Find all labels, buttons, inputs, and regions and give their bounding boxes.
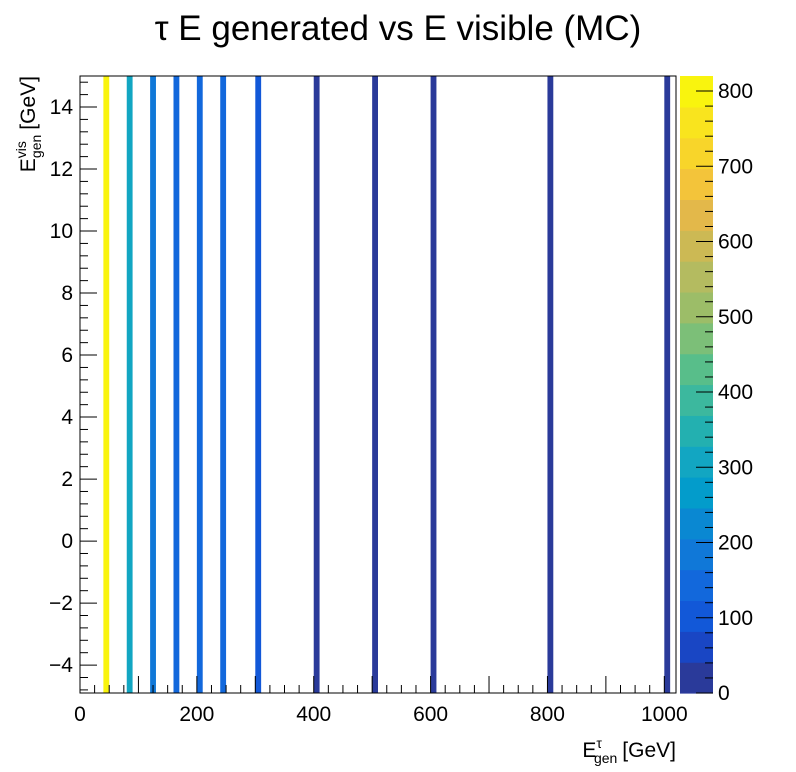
y-tick-label: 6 <box>61 344 73 367</box>
palette-swatch <box>680 600 713 632</box>
palette-swatch <box>680 384 713 416</box>
x-axis-title: Eτ gen [GeV] <box>582 735 676 766</box>
y-tick-label: 10 <box>50 220 73 243</box>
z-tick-label: 700 <box>718 155 753 178</box>
palette-swatch <box>680 353 713 386</box>
x-axis: 0 200 400 600 800 1000 <box>74 676 688 726</box>
palette-swatch <box>680 477 713 509</box>
y-tick-label: 4 <box>61 406 73 429</box>
palette-swatch <box>680 569 713 602</box>
y-tick-label: 0 <box>61 530 73 553</box>
z-axis: 0 100 200 300 400 500 600 700 800 <box>696 80 753 705</box>
x-tick-label: 600 <box>413 703 448 726</box>
z-tick-label: 200 <box>718 532 753 555</box>
heatmap-bin <box>196 76 203 693</box>
palette-swatch <box>680 199 713 231</box>
heatmap-bin <box>313 76 320 693</box>
palette-swatch <box>680 631 713 663</box>
palette-swatch <box>680 322 713 355</box>
heatmap-bin <box>126 76 133 693</box>
x-tick-label: 800 <box>530 703 565 726</box>
z-tick-label: 100 <box>718 607 753 630</box>
z-tick-label: 800 <box>718 80 753 103</box>
palette-swatch <box>680 507 713 540</box>
z-tick-label: 0 <box>718 682 730 705</box>
palette-swatch <box>680 446 713 478</box>
palette-swatch <box>680 415 713 447</box>
chart-title: τ E generated vs E visible (MC) <box>155 9 642 48</box>
y-tick-label: −2 <box>49 592 73 615</box>
color-scale <box>680 76 713 694</box>
y-axis: −4 −2 0 2 4 6 8 10 12 14 <box>49 81 97 691</box>
heatmap-bin <box>220 76 227 693</box>
palette-swatch <box>680 291 713 324</box>
heatmap-bin <box>430 76 437 693</box>
z-tick-label: 600 <box>718 231 753 254</box>
palette-swatch <box>680 261 713 293</box>
plot-frame <box>79 75 677 694</box>
x-tick-label: 0 <box>74 703 86 726</box>
heatmap-bin <box>150 76 156 693</box>
z-tick-label: 500 <box>718 306 753 329</box>
y-tick-label: 2 <box>61 468 73 491</box>
y-tick-label: 14 <box>50 96 74 119</box>
palette-swatch <box>680 137 713 170</box>
y-tick-label: 8 <box>61 282 73 305</box>
z-tick-label: 400 <box>718 381 753 404</box>
heatmap-bin <box>173 76 180 693</box>
y-tick-label: 12 <box>50 158 73 181</box>
x-tick-label: 200 <box>179 703 214 726</box>
z-tick-label: 300 <box>718 456 753 479</box>
heatmap-bin <box>547 76 554 693</box>
palette-swatch <box>680 106 713 139</box>
y-tick-label: −4 <box>49 654 73 677</box>
x-tick-label: 400 <box>296 703 331 726</box>
heatmap-bin <box>664 76 671 693</box>
palette-swatch <box>680 538 713 571</box>
heatmap-bin <box>372 76 378 693</box>
bin-layer <box>103 76 671 693</box>
heatmap-bin <box>103 76 110 693</box>
y-axis-title: Evisgen[GeV] <box>13 76 44 172</box>
heatmap-bin <box>255 76 262 693</box>
x-tick-label: 1000 <box>641 703 688 726</box>
palette-swatch <box>680 76 713 108</box>
palette-swatch <box>680 168 713 200</box>
